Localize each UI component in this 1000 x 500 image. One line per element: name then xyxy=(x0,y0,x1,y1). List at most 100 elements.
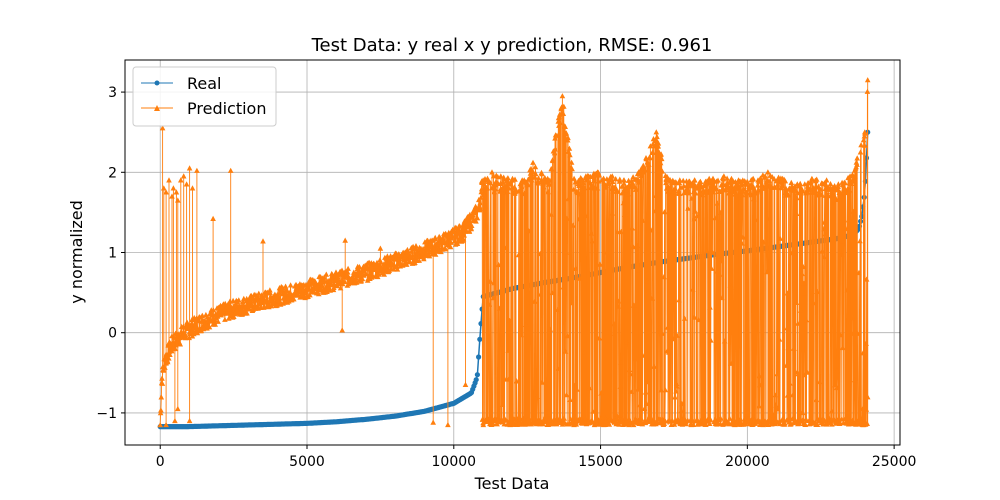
chart-title: Test Data: y real x y prediction, RMSE: … xyxy=(311,35,713,56)
prediction-point xyxy=(166,177,172,183)
prediction-point xyxy=(718,209,724,215)
prediction-point xyxy=(658,151,664,157)
prediction-point xyxy=(668,303,674,309)
prediction-point xyxy=(745,179,751,185)
prediction-point xyxy=(646,161,652,167)
prediction-point xyxy=(432,251,439,257)
prediction-point xyxy=(829,421,835,427)
x-tick-label: 20000 xyxy=(725,454,770,470)
prediction-point xyxy=(477,205,484,212)
prediction-point xyxy=(776,417,783,423)
prediction-point xyxy=(580,180,587,186)
prediction-point xyxy=(789,250,796,256)
prediction-point xyxy=(620,200,627,206)
prediction-point xyxy=(403,261,410,267)
prediction-point xyxy=(447,244,454,250)
prediction-point xyxy=(801,280,807,286)
prediction-point xyxy=(554,132,560,138)
prediction-point xyxy=(666,349,672,355)
x-tick-label: 5000 xyxy=(289,454,325,470)
prediction-point xyxy=(477,200,483,206)
prediction-point xyxy=(442,245,448,251)
prediction-point xyxy=(728,284,734,290)
prediction-point xyxy=(665,175,671,181)
prediction-point xyxy=(391,266,397,272)
prediction-point xyxy=(183,332,189,338)
prediction-point xyxy=(577,191,583,197)
prediction-point xyxy=(748,192,754,198)
y-tick-label: 2 xyxy=(108,165,117,181)
prediction-point xyxy=(159,125,166,131)
prediction-point xyxy=(784,325,790,331)
prediction-point xyxy=(707,304,713,310)
prediction-point xyxy=(783,189,790,195)
prediction-point xyxy=(481,189,487,195)
prediction-point xyxy=(594,169,601,175)
prediction-point xyxy=(630,180,636,186)
prediction-point xyxy=(750,175,756,181)
prediction-point xyxy=(615,188,621,194)
prediction-point xyxy=(617,176,623,182)
prediction-point xyxy=(767,178,773,184)
prediction-point xyxy=(801,290,808,296)
prediction-point xyxy=(814,288,820,294)
prediction-point xyxy=(523,321,529,327)
prediction-point xyxy=(445,421,451,428)
prediction-point xyxy=(648,415,655,422)
prediction-point xyxy=(513,378,520,384)
prediction-point xyxy=(609,173,616,179)
prediction-point xyxy=(844,287,850,293)
prediction-point xyxy=(703,248,710,254)
prediction-point xyxy=(689,195,695,201)
prediction-point xyxy=(424,246,431,252)
prediction-point xyxy=(686,188,692,194)
prediction-point xyxy=(623,339,630,345)
prediction-point xyxy=(277,298,283,304)
prediction-point xyxy=(210,215,216,221)
prediction-point xyxy=(697,179,704,185)
prediction-point xyxy=(206,324,213,330)
prediction-point xyxy=(819,191,825,197)
prediction-point xyxy=(772,392,779,398)
prediction-point xyxy=(267,287,273,293)
y-tick-label: 0 xyxy=(108,326,117,342)
prediction-point xyxy=(539,171,545,177)
prediction-point xyxy=(670,259,676,265)
x-axis-label: Test Data xyxy=(474,474,550,493)
prediction-point xyxy=(838,251,845,257)
prediction-point xyxy=(694,213,700,219)
prediction-point xyxy=(572,382,578,388)
prediction-point xyxy=(416,257,422,263)
prediction-point xyxy=(842,415,849,421)
prediction-point xyxy=(629,225,635,231)
prediction-point xyxy=(539,379,546,385)
prediction-point xyxy=(532,164,539,170)
legend: Real Prediction xyxy=(132,66,277,127)
prediction-point xyxy=(482,203,489,209)
prediction-point xyxy=(842,180,848,186)
prediction-point xyxy=(625,185,631,191)
series-layer xyxy=(157,77,871,430)
prediction-point xyxy=(468,222,475,228)
prediction-point xyxy=(725,190,732,196)
prediction-point xyxy=(795,371,801,377)
prediction-point xyxy=(560,110,567,116)
prediction-point xyxy=(644,379,651,385)
prediction-point xyxy=(564,333,571,339)
prediction-point xyxy=(829,408,835,414)
prediction-point xyxy=(638,416,645,422)
prediction-point xyxy=(551,150,558,156)
prediction-point xyxy=(276,294,282,300)
prediction-point xyxy=(819,248,825,254)
prediction-point xyxy=(813,396,820,403)
prediction-point xyxy=(614,228,621,235)
prediction-point xyxy=(589,238,595,244)
prediction-point xyxy=(758,176,764,182)
prediction-point xyxy=(649,295,655,301)
prediction-point xyxy=(518,183,525,189)
prediction-point xyxy=(189,185,196,191)
prediction-point xyxy=(805,189,811,195)
prediction-point xyxy=(440,235,446,241)
prediction-point xyxy=(335,271,341,278)
prediction-point xyxy=(790,392,796,398)
